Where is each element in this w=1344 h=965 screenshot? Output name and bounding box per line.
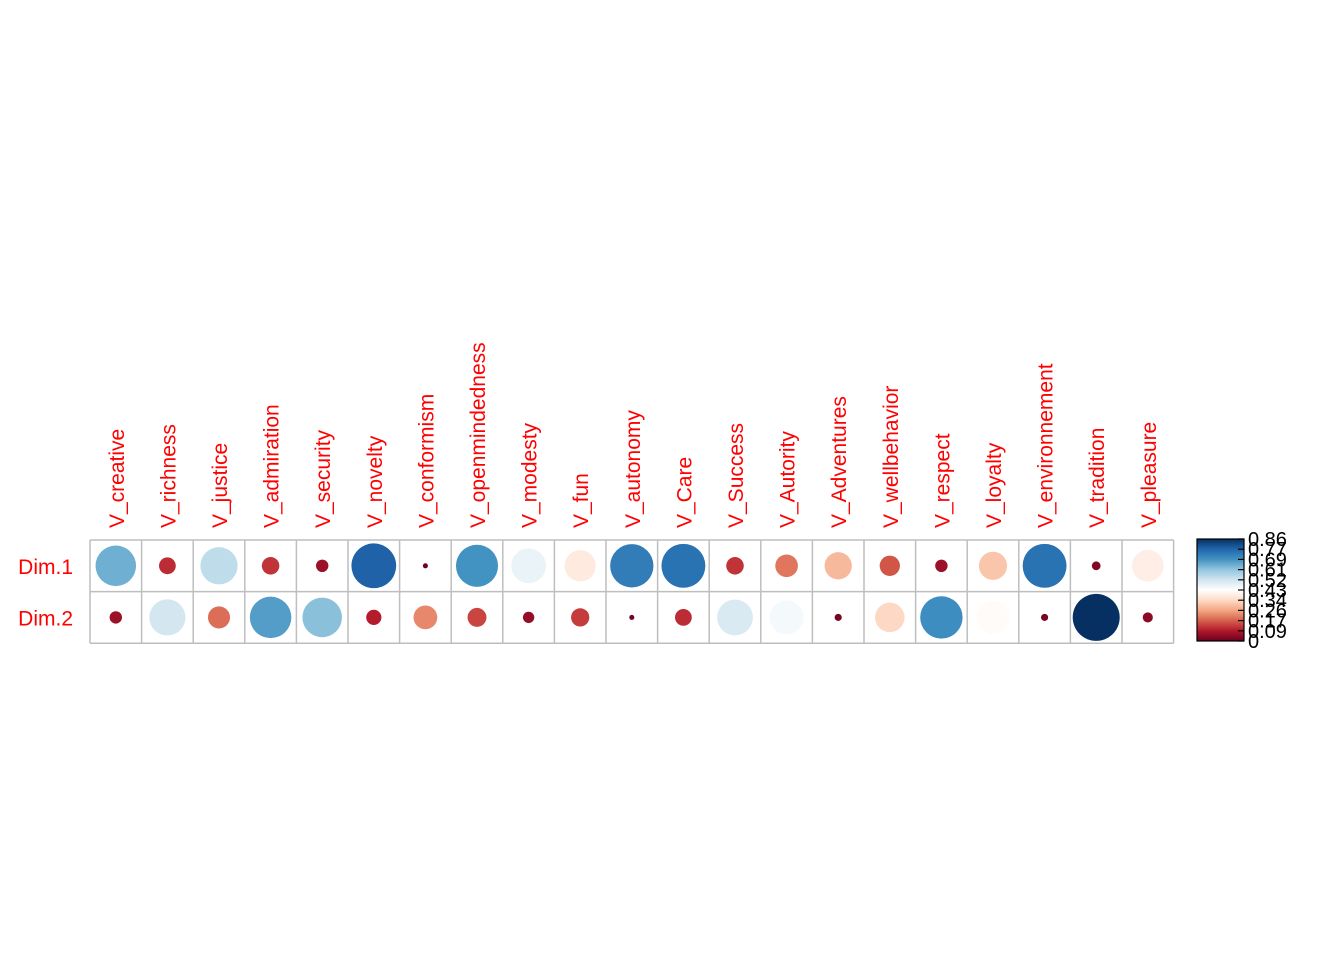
color-bar-tick-label: 0.09 xyxy=(1248,621,1287,643)
corr-circle xyxy=(511,548,546,584)
corr-circle xyxy=(1072,593,1120,641)
corr-circle xyxy=(629,614,635,620)
column-label: V_Success xyxy=(725,423,748,528)
column-label: V_novelty xyxy=(364,435,387,528)
corr-circle xyxy=(675,609,692,626)
column-label: V_wellbehavior xyxy=(880,386,903,528)
corr-circle xyxy=(149,599,186,636)
column-labels: V_creative V_richness V_justice V_admiratio… xyxy=(106,342,1161,528)
column-label: V_loyalty xyxy=(983,442,1006,528)
column-label: V_fun xyxy=(570,473,593,528)
column-label: V_autonomy xyxy=(622,410,645,528)
grid-lines xyxy=(89,539,1175,644)
column-label: V_modesty xyxy=(519,422,542,528)
column-label: V_openmindedness xyxy=(467,342,490,528)
corr-circle xyxy=(351,543,397,589)
corr-circle xyxy=(935,559,948,573)
corr-circle xyxy=(726,557,744,575)
corr-circle xyxy=(875,602,905,633)
corr-circle xyxy=(976,600,1010,634)
corr-circle xyxy=(200,547,238,585)
corr-circle xyxy=(661,543,706,588)
corr-circle xyxy=(571,608,590,627)
corr-circle xyxy=(769,600,804,635)
corr-circle xyxy=(422,563,428,569)
column-label: V_Adventures xyxy=(828,396,851,528)
column-label: V_Autority xyxy=(777,431,800,528)
corr-circle xyxy=(920,596,963,639)
color-bar-tick-label: 0.86 xyxy=(1248,529,1287,551)
corr-circle xyxy=(824,552,852,580)
corr-circle xyxy=(1131,549,1164,582)
color-bar-tick-label: 0.77 xyxy=(1248,539,1287,561)
corr-circle xyxy=(1142,612,1153,623)
corr-circle xyxy=(564,550,596,582)
corr-circle xyxy=(717,599,753,636)
column-label: V_environnement xyxy=(1035,363,1058,528)
color-bar-tick-label: 0.17 xyxy=(1248,611,1287,633)
corr-circle xyxy=(159,557,176,575)
corr-circle xyxy=(249,596,292,639)
corr-circle xyxy=(879,555,900,576)
corr-circle xyxy=(1041,613,1049,621)
corr-circle xyxy=(302,597,342,638)
corr-circle xyxy=(455,544,499,587)
color-bar xyxy=(1196,538,1245,642)
corr-circle xyxy=(95,545,137,587)
corr-circle xyxy=(522,611,535,624)
color-bar-tick-label: 0.69 xyxy=(1248,549,1287,571)
column-label: V_respect xyxy=(931,433,954,528)
color-bar-tick-label: 0 xyxy=(1248,631,1259,653)
corr-circle xyxy=(978,551,1008,580)
corr-circle xyxy=(109,611,123,624)
row-labels: Dim.1 Dim.2 xyxy=(18,556,73,631)
corr-circle xyxy=(610,544,654,588)
corr-circle xyxy=(315,559,329,573)
column-label: V_conformism xyxy=(415,394,438,528)
color-bar-tick-label: 0.34 xyxy=(1248,590,1287,612)
corr-circle xyxy=(207,606,231,629)
corr-circle xyxy=(467,607,487,627)
color-bar-tick-label: 0.61 xyxy=(1248,560,1287,582)
row-label: Dim.1 xyxy=(18,556,73,579)
corr-circle xyxy=(366,609,382,626)
column-label: V_richness xyxy=(157,424,180,528)
circle-marks xyxy=(95,543,1164,641)
corr-circle xyxy=(413,605,438,630)
column-label: V_tradition xyxy=(1086,428,1109,528)
column-label: V_Care xyxy=(673,457,696,528)
column-label: V_justice xyxy=(209,443,232,528)
color-legend: 00.090.170.260.340.430.520.610.690.770.8… xyxy=(1196,529,1287,653)
color-bar-tick-label: 0.43 xyxy=(1248,580,1287,602)
corr-circle xyxy=(1091,561,1101,571)
corr-circle xyxy=(1022,543,1067,588)
corr-circle xyxy=(775,554,798,578)
corr-circle xyxy=(261,557,280,575)
corr-circle xyxy=(834,613,842,621)
row-label: Dim.2 xyxy=(18,607,73,630)
color-bar-tick-label: 0.52 xyxy=(1248,570,1287,592)
color-bar-tick-label: 0.26 xyxy=(1248,600,1287,622)
column-label: V_pleasure xyxy=(1138,422,1161,528)
column-label: V_creative xyxy=(106,429,129,528)
column-label: V_security xyxy=(312,429,335,528)
column-label: V_admiration xyxy=(261,404,284,528)
